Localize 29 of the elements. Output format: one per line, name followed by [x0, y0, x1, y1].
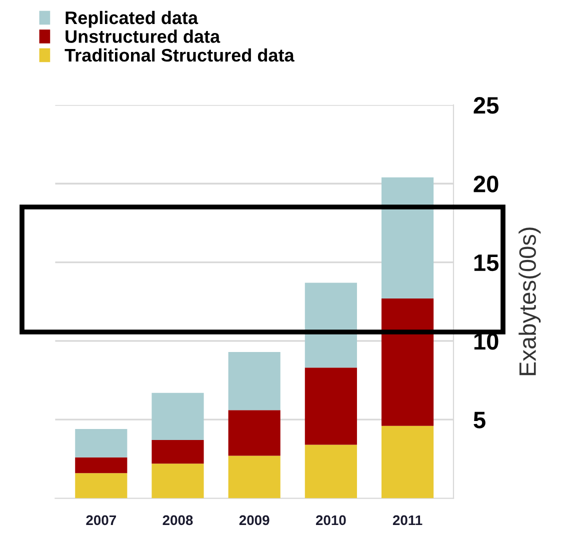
bar: [228, 352, 280, 410]
bar: [152, 392, 204, 440]
y-tick-label: 5: [474, 412, 486, 428]
bar: [152, 440, 204, 464]
bar: [304, 368, 357, 445]
y-tick-label: 25: [474, 97, 499, 114]
legend-label: Replicated data: [66, 10, 198, 28]
bar: [228, 456, 280, 498]
legend-label: Unstructured data: [66, 30, 220, 43]
bar: [228, 410, 280, 456]
y-tick-label: 10: [474, 333, 498, 350]
y-axis-title: Exabytes(00s): [518, 228, 541, 376]
x-tick-label: 2009: [239, 515, 270, 526]
x-tick-label: 2008: [162, 515, 193, 526]
bar: [381, 426, 434, 498]
y-tick-label: 20: [474, 176, 498, 192]
x-tick-label: 2011: [392, 515, 422, 526]
bar: [75, 473, 128, 498]
bar: [304, 444, 357, 498]
bar: [152, 464, 204, 498]
bar: [381, 298, 434, 426]
x-tick-label: 2007: [86, 515, 116, 526]
bar: [75, 429, 128, 458]
bar: [304, 282, 357, 368]
bar: [75, 457, 128, 474]
x-tick-label: 2010: [316, 515, 346, 526]
y-tick-label: 15: [474, 254, 499, 272]
bar: [381, 177, 434, 298]
legend-label: Traditional Structured data: [64, 48, 294, 62]
